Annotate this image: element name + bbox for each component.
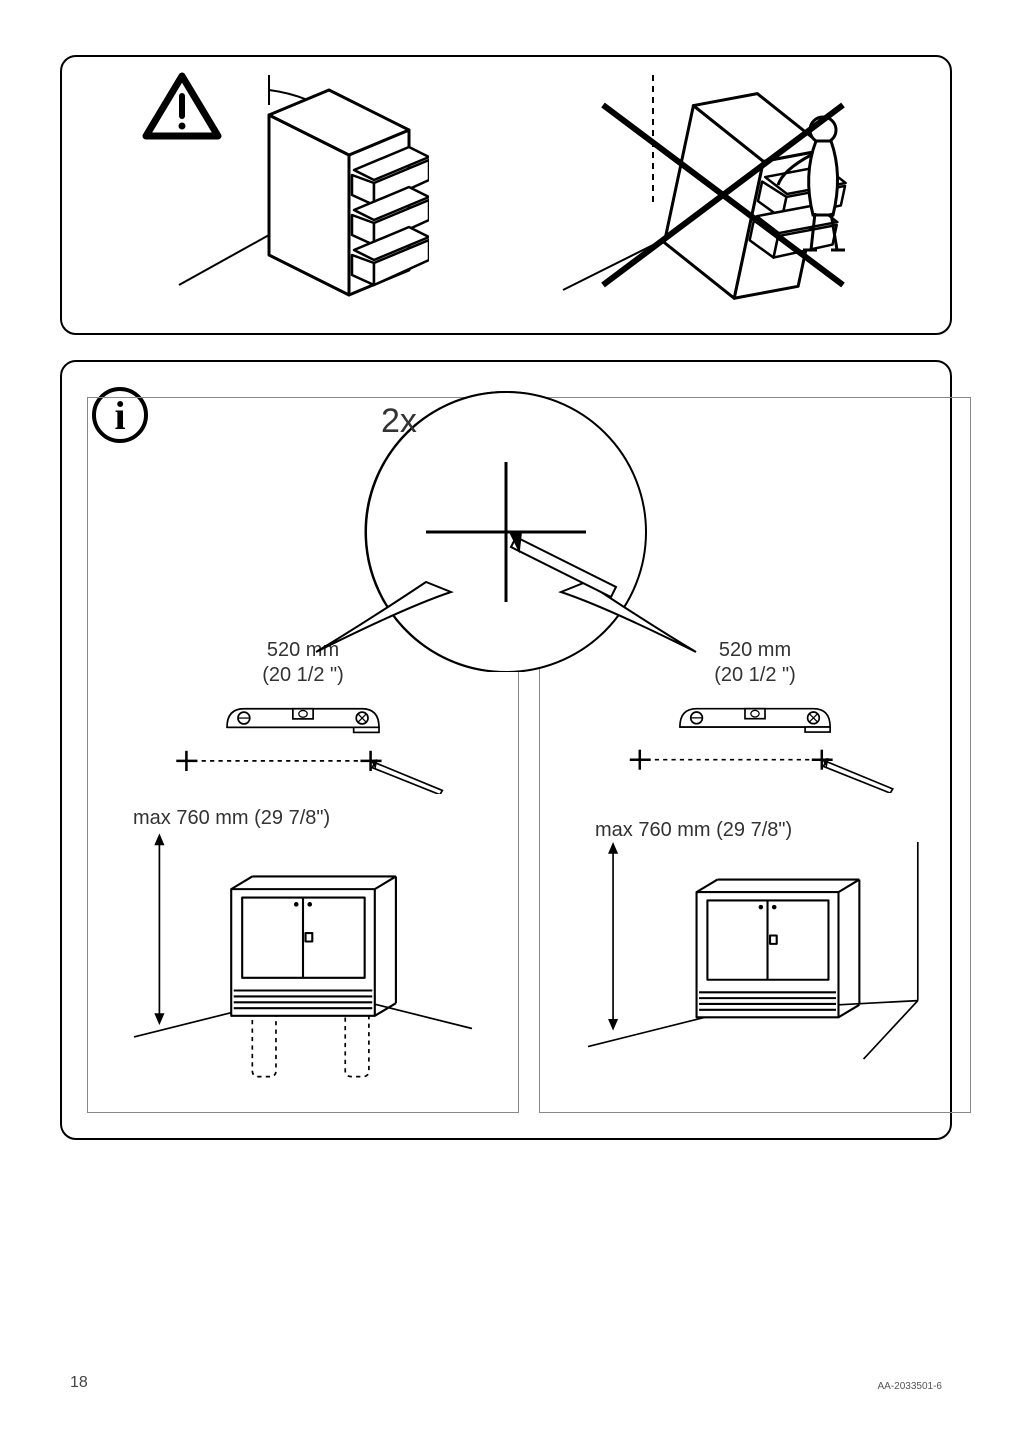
instruction-page: i 2x 520 mm (20 1/2 ") [0,0,1012,1432]
left-max-height: max 760 mm (29 7/8") [133,807,330,830]
warning-panel [60,55,952,335]
cabinet-floor-left [103,830,503,1092]
marking-line-right [585,743,925,793]
page-number: 18 [70,1374,88,1392]
right-max-height: max 760 mm (29 7/8") [595,819,792,842]
marking-line-left [133,744,473,795]
info-panel: i 2x 520 mm (20 1/2 ") [60,360,952,1140]
document-id: AA-2033501-6 [878,1381,943,1392]
callout-quantity: 2x [381,402,417,441]
callout-bubble [256,372,756,672]
warning-triangle-icon [142,72,222,142]
level-tool-icon [655,702,855,735]
level-tool-icon [203,702,403,736]
dresser-tipping-crossed-illustration [543,75,863,315]
cabinet-corner-right [555,842,955,1092]
